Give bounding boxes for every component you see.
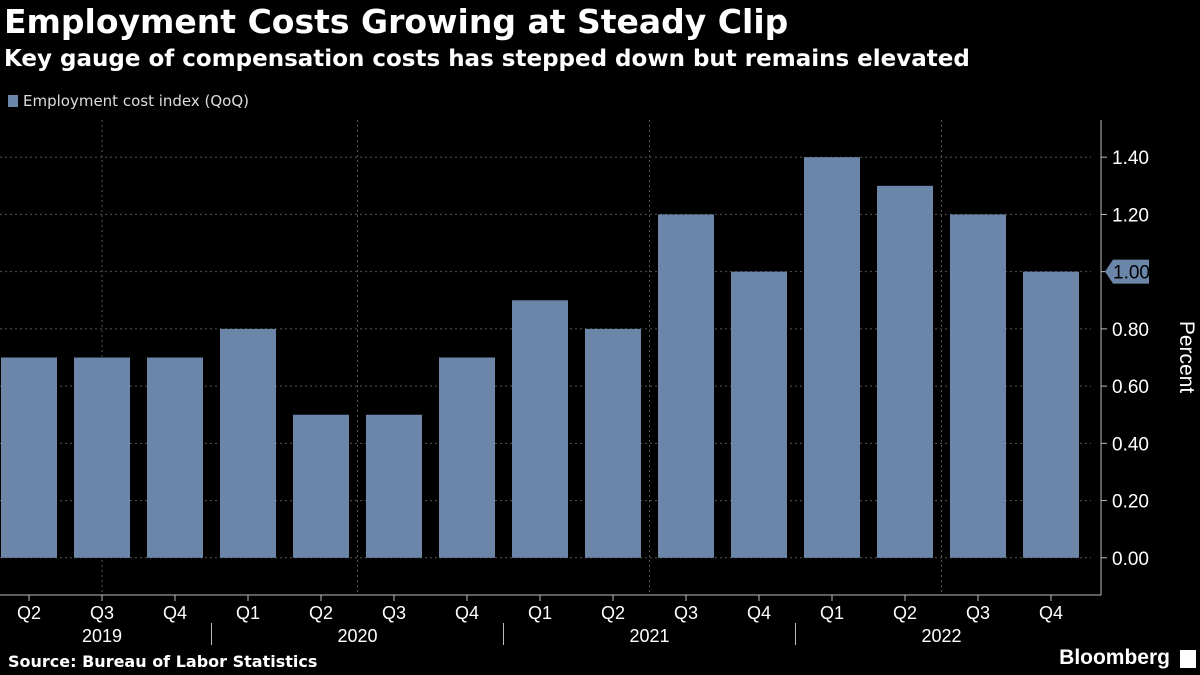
y-tick-label: 0.60 bbox=[1112, 377, 1149, 398]
year-label: 2022 bbox=[921, 626, 961, 646]
legend: Employment cost index (QoQ) bbox=[8, 92, 249, 110]
bloomberg-terminal-icon bbox=[1180, 650, 1196, 668]
bar bbox=[293, 414, 349, 558]
bar bbox=[877, 185, 933, 558]
x-tick-label: Q4 bbox=[747, 603, 771, 623]
source-note: Source: Bureau of Labor Statistics bbox=[8, 652, 318, 671]
year-label: 2019 bbox=[82, 626, 122, 646]
y-axis-label: Percent bbox=[1175, 321, 1198, 394]
year-label: 2021 bbox=[629, 626, 669, 646]
x-tick-label: Q4 bbox=[455, 603, 479, 623]
x-tick-label: Q2 bbox=[601, 603, 625, 623]
y-tick-label: 1.40 bbox=[1112, 148, 1149, 169]
bar bbox=[804, 157, 860, 558]
x-tick-label: Q3 bbox=[382, 603, 406, 623]
bar bbox=[658, 214, 714, 558]
x-tick-label: Q2 bbox=[17, 603, 41, 623]
bar bbox=[366, 414, 422, 558]
brand-logo: Bloomberg bbox=[1059, 646, 1170, 669]
chart-subtitle: Key gauge of compensation costs has step… bbox=[4, 46, 970, 72]
bar bbox=[731, 271, 787, 558]
bar bbox=[512, 300, 568, 558]
last-value-tag bbox=[1105, 259, 1149, 284]
x-tick-label: Q3 bbox=[966, 603, 990, 623]
bar bbox=[1023, 271, 1079, 558]
bar bbox=[147, 357, 203, 558]
y-tick-label: 0.00 bbox=[1112, 549, 1149, 570]
y-tick-label: 0.80 bbox=[1112, 320, 1149, 341]
legend-swatch bbox=[8, 95, 18, 107]
x-tick-label: Q3 bbox=[90, 603, 114, 623]
bar bbox=[439, 357, 495, 558]
bar bbox=[220, 328, 276, 558]
year-label: 2020 bbox=[337, 626, 377, 646]
x-tick-label: Q1 bbox=[236, 603, 260, 623]
x-tick-label: Q2 bbox=[309, 603, 333, 623]
chart-title: Employment Costs Growing at Steady Clip bbox=[4, 2, 789, 41]
y-tick-label: 0.40 bbox=[1112, 434, 1149, 455]
x-tick-label: Q1 bbox=[528, 603, 552, 623]
bar bbox=[585, 328, 641, 558]
x-tick-label: Q4 bbox=[163, 603, 187, 623]
legend-label: Employment cost index (QoQ) bbox=[23, 92, 250, 110]
x-tick-label: Q4 bbox=[1039, 603, 1063, 623]
last-value-label: 1.00 bbox=[1113, 263, 1150, 284]
bar bbox=[74, 357, 130, 558]
y-tick-label: 1.20 bbox=[1112, 205, 1149, 226]
bar bbox=[1, 357, 57, 558]
x-tick-label: Q1 bbox=[820, 603, 844, 623]
x-tick-label: Q3 bbox=[674, 603, 698, 623]
x-tick-label: Q2 bbox=[893, 603, 917, 623]
y-tick-label: 0.20 bbox=[1112, 492, 1149, 513]
bar bbox=[950, 214, 1006, 558]
